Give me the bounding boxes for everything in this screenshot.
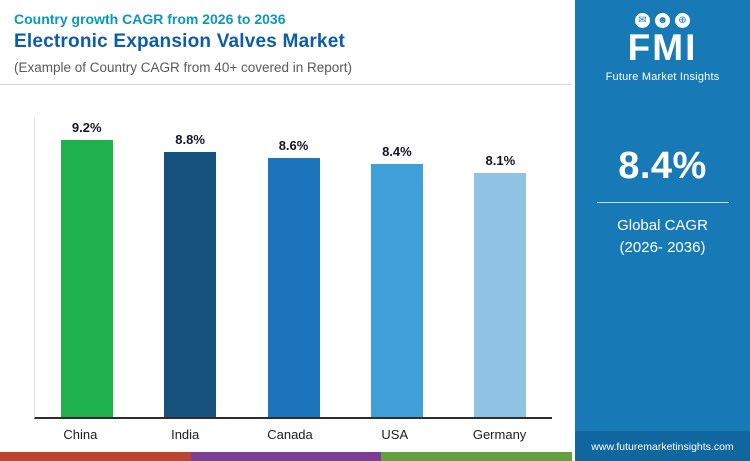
bar-group: 8.4%	[345, 144, 448, 417]
x-axis-labels: China India Canada USA Germany	[0, 419, 572, 452]
bar	[267, 158, 320, 417]
x-axis-label: India	[171, 427, 200, 442]
stat-caption: Global CAGR (2026- 2036)	[597, 215, 729, 260]
brand-sidebar: ✉ ☻ ⊕ FMI Future Market Insights 8.4% Gl…	[572, 0, 750, 461]
bar-group: 8.8%	[138, 132, 241, 417]
bar-chart: 9.2% 8.8% 8.6% 8.4% 8.1%	[34, 117, 552, 419]
globe-icon: ⊕	[675, 13, 690, 28]
logo-caption: Future Market Insights	[605, 70, 720, 83]
strip-segment	[190, 452, 382, 461]
stat-divider	[596, 201, 729, 203]
bar	[164, 152, 217, 417]
bar	[60, 140, 113, 417]
stat-caption-line2: (2026- 2036)	[619, 239, 706, 257]
bar	[474, 173, 527, 417]
chart-panel: Country growth CAGR from 2026 to 2036 El…	[0, 0, 573, 461]
chart-subtitle: (Example of Country CAGR from 40+ covere…	[14, 60, 353, 75]
page-title: Electronic Expansion Valves Market	[14, 31, 345, 52]
bar-value-label: 8.4%	[382, 144, 412, 160]
global-cagr-stat: 8.4% Global CAGR (2026- 2036)	[596, 144, 729, 260]
bar-group: 9.2%	[35, 120, 138, 417]
logo-icons: ✉ ☻ ⊕	[606, 13, 720, 28]
stat-value: 8.4%	[618, 144, 707, 187]
x-axis-label: USA	[381, 427, 409, 442]
bar	[370, 164, 423, 417]
bar-value-label: 9.2%	[71, 120, 102, 135]
x-axis-label: Canada	[267, 427, 313, 442]
strip-segment	[0, 452, 191, 461]
fmi-logo: ✉ ☻ ⊕ FMI Future Market Insights	[606, 13, 720, 83]
person-icon: ☻	[655, 13, 670, 28]
bar-group: 8.1%	[449, 153, 552, 417]
x-axis-label: Germany	[472, 427, 527, 442]
header: Country growth CAGR from 2026 to 2036 El…	[0, 0, 572, 85]
sidebar-footer: www.futuremarketinsights.com	[575, 431, 750, 461]
footer-color-strip	[0, 452, 573, 461]
strip-segment	[381, 452, 573, 461]
chart-eyebrow: Country growth CAGR from 2026 to 2036	[14, 11, 286, 27]
website-link[interactable]: www.futuremarketinsights.com	[591, 441, 734, 453]
bar-value-label: 8.8%	[175, 132, 205, 148]
mail-icon: ✉	[635, 13, 650, 28]
x-axis-label: China	[63, 427, 98, 442]
logo-text: FMI	[627, 27, 698, 68]
bar-group: 8.6%	[242, 138, 345, 417]
bar-value-label: 8.6%	[278, 138, 309, 154]
chart-area: 9.2% 8.8% 8.6% 8.4% 8.1%	[0, 85, 572, 419]
stat-caption-line1: Global CAGR	[617, 216, 708, 234]
bar-value-label: 8.1%	[485, 153, 516, 169]
